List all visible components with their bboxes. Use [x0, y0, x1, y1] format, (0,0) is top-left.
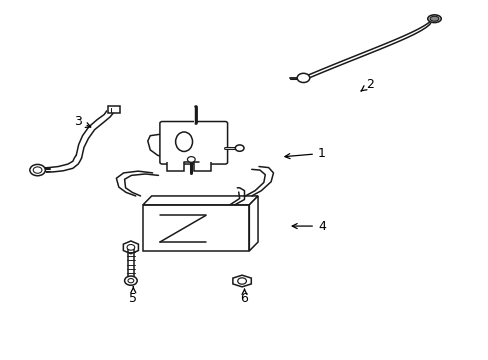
Text: 5: 5 — [129, 287, 137, 305]
Polygon shape — [123, 241, 138, 254]
Polygon shape — [249, 196, 258, 251]
Ellipse shape — [175, 132, 192, 152]
Circle shape — [297, 73, 309, 82]
FancyBboxPatch shape — [160, 122, 227, 164]
Polygon shape — [232, 275, 251, 287]
Polygon shape — [167, 162, 183, 171]
Text: 6: 6 — [240, 289, 248, 305]
Circle shape — [235, 145, 244, 151]
Text: 2: 2 — [360, 78, 373, 91]
Circle shape — [187, 157, 195, 162]
FancyBboxPatch shape — [142, 205, 249, 251]
Circle shape — [33, 167, 42, 173]
FancyBboxPatch shape — [108, 106, 120, 113]
Circle shape — [128, 279, 134, 283]
Polygon shape — [193, 162, 210, 171]
Text: 3: 3 — [74, 115, 91, 128]
Polygon shape — [147, 134, 162, 157]
Circle shape — [237, 278, 246, 284]
Circle shape — [30, 165, 45, 176]
Text: 1: 1 — [285, 147, 325, 160]
Text: 4: 4 — [292, 220, 325, 233]
Circle shape — [124, 276, 137, 285]
Circle shape — [127, 244, 135, 250]
Ellipse shape — [429, 16, 438, 21]
Ellipse shape — [427, 15, 440, 23]
Polygon shape — [142, 196, 258, 205]
